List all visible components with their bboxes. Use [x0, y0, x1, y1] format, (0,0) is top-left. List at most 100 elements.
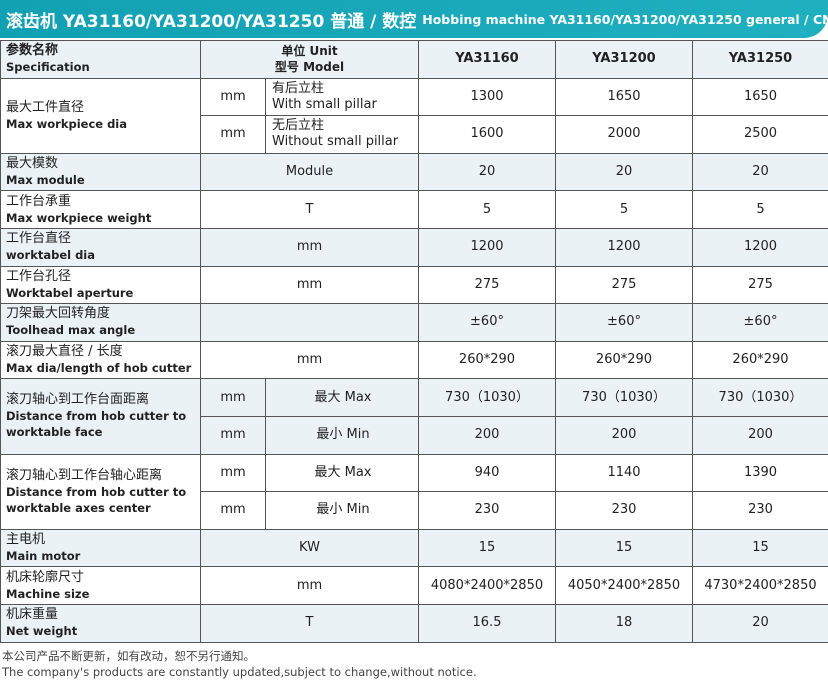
sub-label: 有后立柱 With small pillar — [265, 77, 419, 117]
value: 275 — [555, 265, 693, 305]
spec-en: Specification — [6, 60, 90, 75]
footer-en: The company's products are constantly up… — [2, 665, 477, 679]
spec-en: Machine size — [6, 586, 90, 601]
spec-en: Worktabel aperture — [6, 285, 134, 300]
data-row: 滚刀最大直径 / 长度 Max dia/length of hob cutter m… — [0, 340, 828, 380]
spec-cn: 最大工件直径 — [6, 99, 85, 115]
unit-label: 单位 Unit — [281, 44, 338, 59]
spec-table: 参数名称 Specification 单位 Unit 型号 Model YA31160 Y… — [0, 40, 828, 643]
sub-en: With small pillar — [272, 96, 377, 112]
unit: Module — [200, 152, 419, 192]
unit-header: 单位 Unit 型号 Model — [200, 40, 419, 79]
sub-label: 最小 Min — [265, 491, 419, 530]
value: 1650 — [555, 77, 693, 117]
unit: KW — [200, 528, 419, 568]
spec-en: Max workpiece dia — [6, 116, 127, 131]
spec-cell: 机床重量 Net weight — [0, 603, 201, 643]
spec-cn: 刀架最大回转角度 — [6, 306, 111, 322]
unit: mm — [200, 415, 266, 455]
value: 730（1030） — [692, 378, 828, 417]
unit: T — [200, 190, 419, 229]
value: 4050*2400*2850 — [555, 566, 693, 605]
value: 15 — [418, 528, 556, 568]
spec-cell: 工作台孔径 Worktabel aperture — [0, 265, 201, 305]
unit: mm — [200, 115, 266, 154]
sub-cn: 无后立柱 — [272, 118, 325, 134]
value: 200 — [692, 415, 828, 455]
value: ±60° — [555, 303, 693, 342]
sub-cn: 有后立柱 — [272, 80, 325, 96]
value: 230 — [692, 491, 828, 530]
value: 200 — [418, 415, 556, 455]
data-row: 工作台承重 Max workpiece weight T 5 5 5 — [0, 190, 828, 229]
spec-cell: 机床轮廓尺寸 Machine size — [0, 566, 201, 605]
unit: mm — [200, 491, 266, 530]
spec-cell: 最大模数 Max module — [0, 152, 201, 192]
data-row: 主电机 Main motor KW 15 15 15 — [0, 528, 828, 568]
spec-en: worktabel dia — [6, 248, 96, 263]
footer-cn: 本公司产品不断更新，如有改动，恕不另行通知。 — [2, 649, 255, 663]
value: 275 — [692, 265, 828, 305]
unit: mm — [200, 378, 266, 417]
data-row: 工作台孔径 Worktabel aperture mm 275 275 275 — [0, 265, 828, 305]
value: 940 — [418, 453, 556, 493]
header-row: 参数名称 Specification 单位 Unit 型号 Model YA31160 Y… — [0, 40, 828, 79]
spec-en: Max workpiece weight — [6, 210, 152, 225]
spec-cell: 最大工件直径 Max workpiece dia — [0, 77, 201, 154]
spec-cell: 工作台承重 Max workpiece weight — [0, 190, 201, 229]
value: 15 — [555, 528, 693, 568]
value: 5 — [692, 190, 828, 229]
sub-label: 最大 Max — [265, 453, 419, 493]
spec-cn: 滚刀轴心到工作台轴心距离 — [6, 467, 163, 483]
data-row: 刀架最大回转角度 Toolhead max angle ±60° ±60° ±60° — [0, 303, 828, 342]
unit: mm — [200, 227, 419, 267]
value: 1650 — [692, 77, 828, 117]
value: ±60° — [418, 303, 556, 342]
footer: 本公司产品不断更新，如有改动，恕不另行通知。 The company's pro… — [2, 648, 477, 680]
model-name: YA31200 — [555, 40, 693, 79]
data-row: 最大模数 Max module Module 20 20 20 — [0, 152, 828, 192]
sub-cn: 最大 Max — [314, 389, 372, 405]
value: 20 — [418, 152, 556, 192]
sub-cn: 最小 Min — [316, 427, 370, 443]
spec-en: Toolhead max angle — [6, 323, 136, 338]
spec-cn: 滚刀轴心到工作台面距离 — [6, 392, 150, 408]
unit: mm — [200, 77, 266, 117]
spec-cell: 工作台直径 worktabel dia — [0, 227, 201, 267]
unit: T — [200, 603, 419, 643]
value: 230 — [555, 491, 693, 530]
value: 1200 — [555, 227, 693, 267]
spec-cn: 主电机 — [6, 532, 46, 548]
unit — [200, 303, 419, 342]
title-bar: 滚齿机 YA31160/YA31200/YA31250 普通 / 数控 Hobb… — [0, 0, 828, 38]
spec-header: 参数名称 Specification — [0, 40, 201, 79]
data-row: mm 最小 Min 200 200 200 — [1, 415, 828, 455]
spec-cell: 主电机 Main motor — [0, 528, 201, 568]
value: 1200 — [418, 227, 556, 267]
spec-en: Main motor — [6, 549, 81, 564]
value: 20 — [555, 152, 693, 192]
value: 2000 — [555, 115, 693, 154]
value: 5 — [418, 190, 556, 229]
value: ±60° — [692, 303, 828, 342]
value: 15 — [692, 528, 828, 568]
value: 18 — [555, 603, 693, 643]
value: 730（1030） — [555, 378, 693, 417]
model-label: 型号 Model — [274, 60, 345, 75]
value: 1200 — [692, 227, 828, 267]
value: 1390 — [692, 453, 828, 493]
spec-cell: 滚刀最大直径 / 长度 Max dia/length of hob cutter — [0, 340, 201, 380]
spec-cn: 工作台孔径 — [6, 268, 72, 284]
unit: mm — [200, 566, 419, 605]
value: 16.5 — [418, 603, 556, 643]
value: 260*290 — [692, 340, 828, 380]
value: 4730*2400*2850 — [692, 566, 828, 605]
data-row: 机床轮廓尺寸 Machine size mm 4080*2400*2850 4050*2… — [0, 566, 828, 605]
spec-en: Distance from hob cutter to worktable fa… — [6, 409, 187, 440]
value: 2500 — [692, 115, 828, 154]
value: 230 — [418, 491, 556, 530]
spec-cn: 最大模数 — [6, 156, 59, 172]
unit: mm — [200, 265, 419, 305]
sub-label: 最小 Min — [265, 415, 419, 455]
